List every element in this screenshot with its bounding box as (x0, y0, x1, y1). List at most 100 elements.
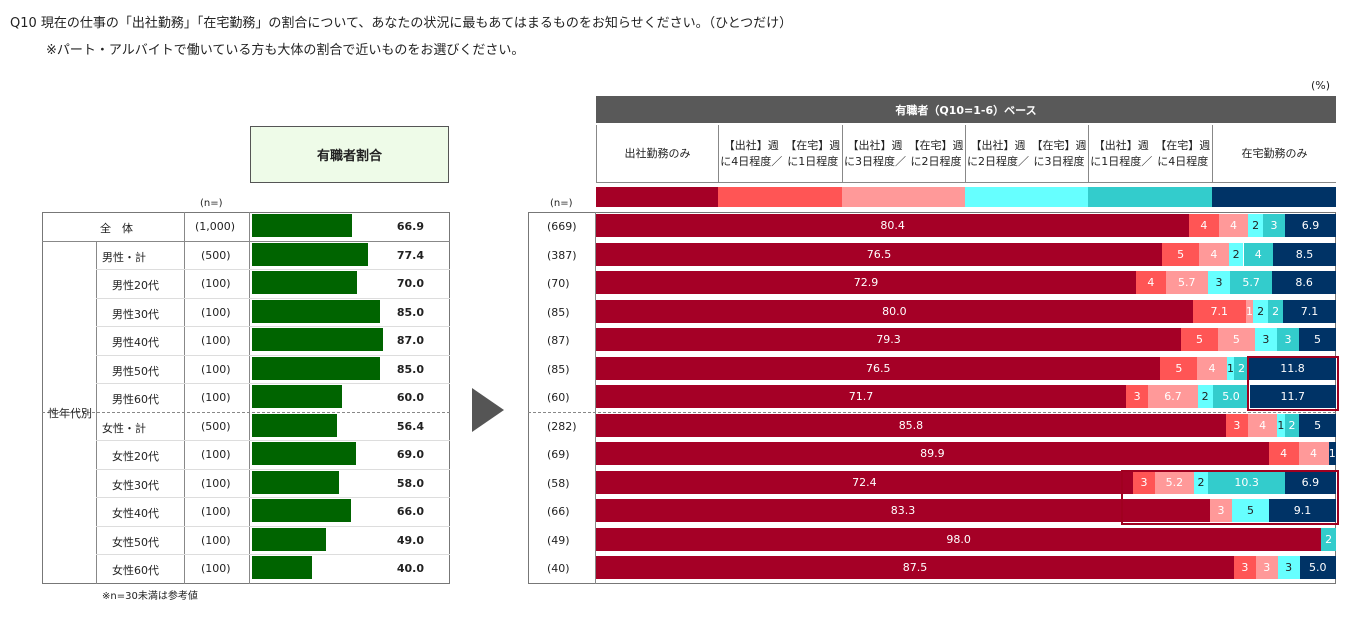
bar-segment: 5 (1299, 413, 1336, 437)
row-n: (500) (201, 419, 231, 433)
bar-segment: 4 (1268, 442, 1299, 465)
bar-segment: 8.5 (1273, 242, 1336, 266)
bar-segment: 76.5 (596, 356, 1161, 380)
bar-segment: 3 (1132, 470, 1156, 494)
row-label: 女性40代 (112, 507, 159, 520)
bar-segment: 4 (1247, 413, 1278, 437)
row-n: (40) (547, 562, 570, 575)
bar-segment: 5.7 (1230, 271, 1273, 294)
bar-segment: 5.2 (1155, 470, 1194, 494)
value-label: 49.0 (396, 533, 424, 547)
bar-segment: 79.3 (596, 328, 1182, 351)
green-bar (252, 385, 342, 408)
row-label: 女性50代 (112, 535, 159, 549)
green-bar (252, 271, 357, 294)
question-note: ※パート・アルバイトで働いている方も大体の割合で近いものをお選びください。 (46, 43, 525, 58)
green-bar (252, 499, 351, 522)
bar-segment: 85.8 (596, 413, 1226, 437)
row-label: 男性60代 (112, 393, 159, 406)
legend-swatch (842, 187, 965, 207)
legend-swatch (718, 187, 842, 207)
bar-segment: 76.5 (596, 242, 1163, 266)
legend-swatch (596, 187, 718, 207)
row-n: (100) (201, 476, 231, 490)
value-label: 66.0 (396, 505, 424, 518)
table-separator (96, 383, 450, 384)
bar-segment: 1 (1245, 299, 1254, 323)
bar-segment: 5 (1217, 328, 1255, 351)
bar-segment: 4 (1189, 214, 1219, 237)
table-separator (96, 269, 450, 270)
row-n: (100) (201, 305, 231, 319)
green-bar (252, 214, 353, 237)
bar-segment: 72.9 (596, 271, 1136, 294)
row-n: (60) (547, 391, 570, 404)
row-n: (100) (201, 505, 231, 518)
bar-segment: 4 (1218, 214, 1249, 237)
row-label: 男性20代 (112, 279, 159, 292)
row-label: 女性・計 (102, 421, 146, 435)
row-n: (87) (547, 334, 570, 347)
row-n: (100) (201, 334, 231, 347)
bar-segment: 8.6 (1272, 271, 1336, 294)
group-label: 性年代別 (48, 407, 92, 420)
bar-segment: 2 (1321, 527, 1336, 551)
green-bar (252, 299, 380, 323)
bar-segment: 4 (1199, 242, 1229, 266)
table-separator (96, 297, 450, 299)
arrow-right-icon (472, 388, 504, 432)
value-label: 69.0 (396, 448, 424, 461)
right-n-header: (n=) (550, 198, 573, 209)
green-bar (252, 328, 383, 351)
bar-segment: 72.4 (596, 470, 1133, 494)
bar-segment: 3 (1233, 556, 1256, 579)
bar-segment: 2 (1268, 299, 1284, 323)
bar-segment: 4 (1136, 271, 1166, 294)
value-label: 56.4 (396, 419, 424, 433)
left-n-header: (n=) (200, 198, 223, 209)
table-separator (42, 240, 450, 242)
row-n: (100) (201, 362, 231, 376)
bar-segment: 2 (1197, 385, 1213, 408)
unit-label: (%) (1311, 79, 1331, 92)
table-separator (96, 440, 450, 441)
legend-swatch (1212, 187, 1336, 207)
legend-header: 出社勤務のみ (596, 125, 718, 182)
row-n: (70) (547, 277, 570, 290)
value-label: 60.0 (396, 391, 424, 404)
green-bar (252, 356, 380, 380)
green-bar (252, 527, 326, 551)
row-n: (69) (547, 448, 570, 461)
bar-segment: 1 (1328, 442, 1336, 465)
row-n: (100) (201, 448, 231, 461)
left-table (42, 212, 450, 584)
table-separator (96, 354, 450, 356)
bar-segment: 6.9 (1285, 214, 1336, 237)
row-n: (100) (201, 277, 231, 290)
bar-segment: 5.0 (1299, 556, 1336, 579)
bar-segment: 71.7 (596, 385, 1127, 408)
green-bar (252, 556, 312, 579)
value-label: 66.9 (396, 220, 424, 233)
row-label: 男性30代 (112, 307, 159, 321)
highlight-box-male-50s-60s (1247, 356, 1339, 411)
bar-segment: 3 (1209, 499, 1233, 522)
bar-segment: 3 (1225, 413, 1248, 437)
row-n: (66) (547, 505, 570, 518)
question-text: Q10 現在の仕事の「出社勤務」「在宅勤務」の割合について、あなたの状況に最もあ… (10, 16, 793, 31)
table-divider (184, 212, 185, 584)
bar-segment: 5 (1181, 328, 1218, 351)
bar-segment: 3 (1262, 214, 1286, 237)
bar-segment: 5 (1299, 328, 1336, 351)
bar-segment: 98.0 (596, 527, 1322, 551)
value-label: 85.0 (396, 362, 424, 376)
bar-segment: 5 (1162, 242, 1200, 266)
bar-segment: 11.8 (1248, 356, 1336, 380)
table-separator (96, 468, 450, 470)
bar-segment: 7.1 (1283, 299, 1336, 323)
legend-header: 【出社】週に4日程度／ 【在宅】週に1日程度 (718, 125, 842, 182)
row-n: (100) (201, 562, 231, 575)
legend-swatch (965, 187, 1088, 207)
row-label: 男性40代 (112, 336, 159, 349)
bar-segment: 3 (1277, 556, 1300, 579)
